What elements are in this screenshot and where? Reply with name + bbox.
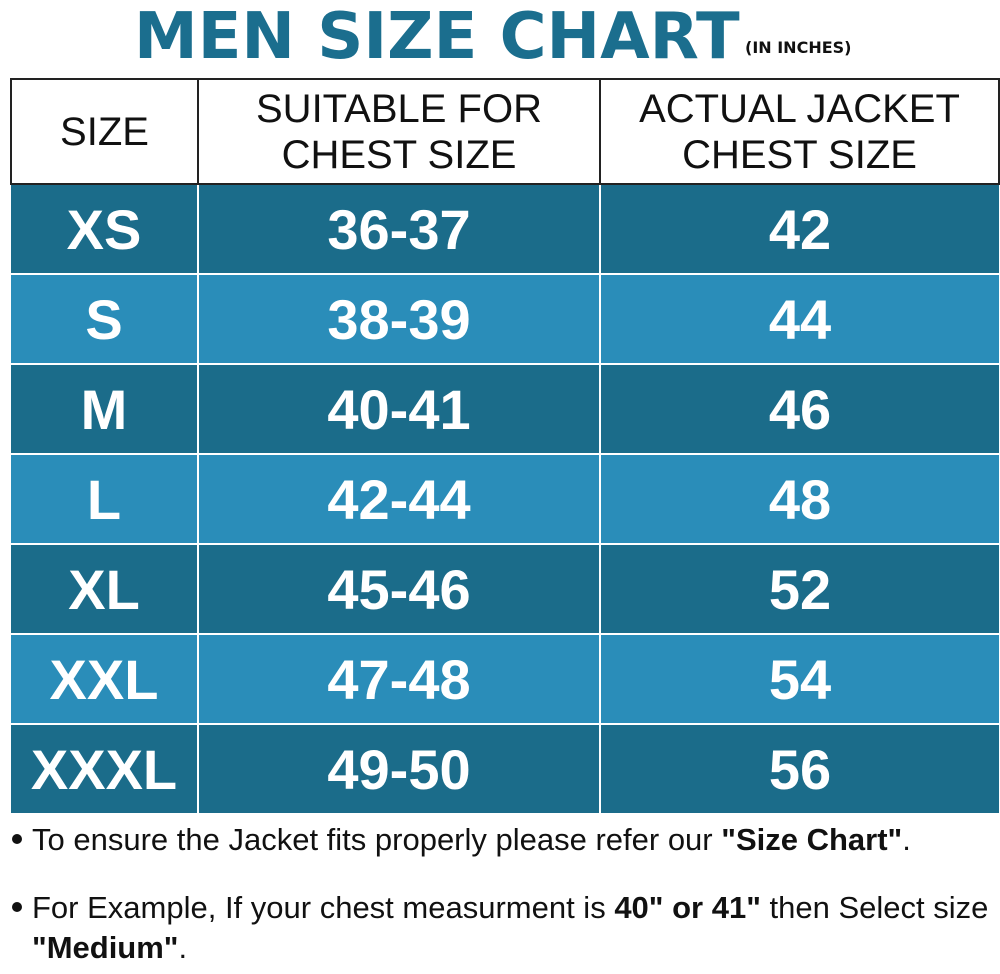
note-emphasis-measurement: 40" or 41"	[614, 890, 761, 925]
header-actual-chest: ACTUAL JACKET CHEST SIZE	[599, 78, 1000, 185]
cell-suitable-chest: 38-39	[197, 274, 601, 365]
page-title: MEN SIZE CHART	[134, 0, 740, 74]
note-end: .	[178, 930, 188, 965]
table-row: XXL 47-48 54	[11, 634, 999, 725]
table-row: XL 45-46 52	[11, 544, 999, 635]
cell-suitable-chest: 47-48	[197, 634, 601, 725]
table-row: XS 36-37 42	[11, 184, 999, 275]
cell-size: XXL	[11, 634, 199, 725]
bullet-icon	[12, 902, 22, 912]
cell-size: XXXL	[11, 724, 199, 815]
cell-actual-chest: 48	[599, 454, 999, 545]
note-text: To ensure the Jacket fits properly pleas…	[32, 822, 722, 857]
bullet-icon	[12, 834, 22, 844]
cell-actual-chest: 52	[599, 544, 999, 635]
header-suitable-chest: SUITABLE FOR CHEST SIZE	[197, 78, 601, 185]
note-example: For Example, If your chest measurment is…	[10, 888, 990, 968]
cell-size: XS	[11, 184, 199, 275]
cell-suitable-chest: 36-37	[197, 184, 601, 275]
cell-actual-chest: 56	[599, 724, 999, 815]
table-row: L 42-44 48	[11, 454, 999, 545]
cell-suitable-chest: 45-46	[197, 544, 601, 635]
cell-suitable-chest: 49-50	[197, 724, 601, 815]
header-size: SIZE	[10, 78, 199, 185]
size-chart-table: SIZE SUITABLE FOR CHEST SIZE ACTUAL JACK…	[10, 78, 1000, 815]
note-emphasis: "Size Chart"	[721, 822, 903, 857]
cell-actual-chest: 44	[599, 274, 999, 365]
cell-suitable-chest: 42-44	[197, 454, 601, 545]
cell-actual-chest: 46	[599, 364, 999, 455]
notes-list: To ensure the Jacket fits properly pleas…	[10, 820, 990, 968]
note-middle: then Select size	[760, 890, 989, 925]
chart-header: MEN SIZE CHART (IN INCHES)	[0, 0, 1000, 80]
unit-label: (IN INCHES)	[745, 38, 852, 57]
cell-suitable-chest: 40-41	[197, 364, 601, 455]
cell-actual-chest: 54	[599, 634, 999, 725]
cell-size: M	[11, 364, 199, 455]
table-row: XXXL 49-50 56	[11, 724, 999, 815]
cell-size: XL	[11, 544, 199, 635]
cell-actual-chest: 42	[599, 184, 999, 275]
note-text: For Example, If your chest measurment is	[32, 890, 615, 925]
cell-size: L	[11, 454, 199, 545]
table-row: S 38-39 44	[11, 274, 999, 365]
note-size-chart: To ensure the Jacket fits properly pleas…	[10, 820, 990, 860]
note-end: .	[902, 822, 911, 857]
table-row: M 40-41 46	[11, 364, 999, 455]
note-emphasis-size: "Medium"	[32, 930, 179, 965]
cell-size: S	[11, 274, 199, 365]
table-header-row: SIZE SUITABLE FOR CHEST SIZE ACTUAL JACK…	[10, 78, 1000, 185]
